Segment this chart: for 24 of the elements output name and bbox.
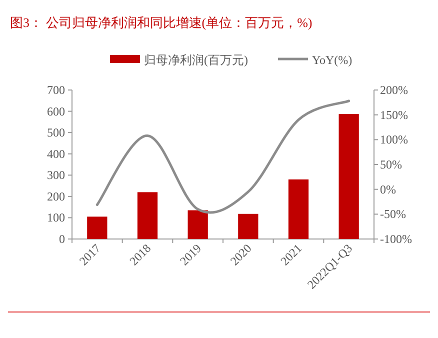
y2-tick-label: 100% (380, 132, 408, 147)
y-tick-label: 600 (47, 104, 65, 118)
y2-tick-label: 150% (380, 108, 408, 122)
y2-tick-label: -50% (380, 207, 406, 222)
y2-tick-label: 200% (380, 83, 408, 97)
bar (338, 114, 359, 239)
chart-title: 图3： 公司归母净利润和同比增速(单位：百万元，%) (10, 15, 312, 30)
bar (238, 214, 258, 239)
legend-label: 归母净利润(百万元) (144, 53, 248, 67)
y-tick-label: 500 (47, 126, 65, 140)
y-tick-label: 700 (47, 83, 65, 97)
y-tick-label: 100 (47, 210, 65, 225)
y2-tick-label: 50% (380, 158, 402, 172)
y2-tick-label: -100% (380, 232, 412, 246)
bar (137, 192, 158, 239)
bar (288, 179, 309, 239)
y-tick-label: 0 (59, 232, 65, 246)
y-tick-label: 200 (47, 189, 65, 204)
bar (188, 210, 208, 239)
bar (87, 216, 108, 239)
y2-tick-label: 0% (380, 182, 396, 196)
y-tick-label: 400 (47, 146, 65, 161)
legend-label: YoY(%) (312, 53, 352, 67)
y-tick-label: 300 (47, 168, 65, 182)
